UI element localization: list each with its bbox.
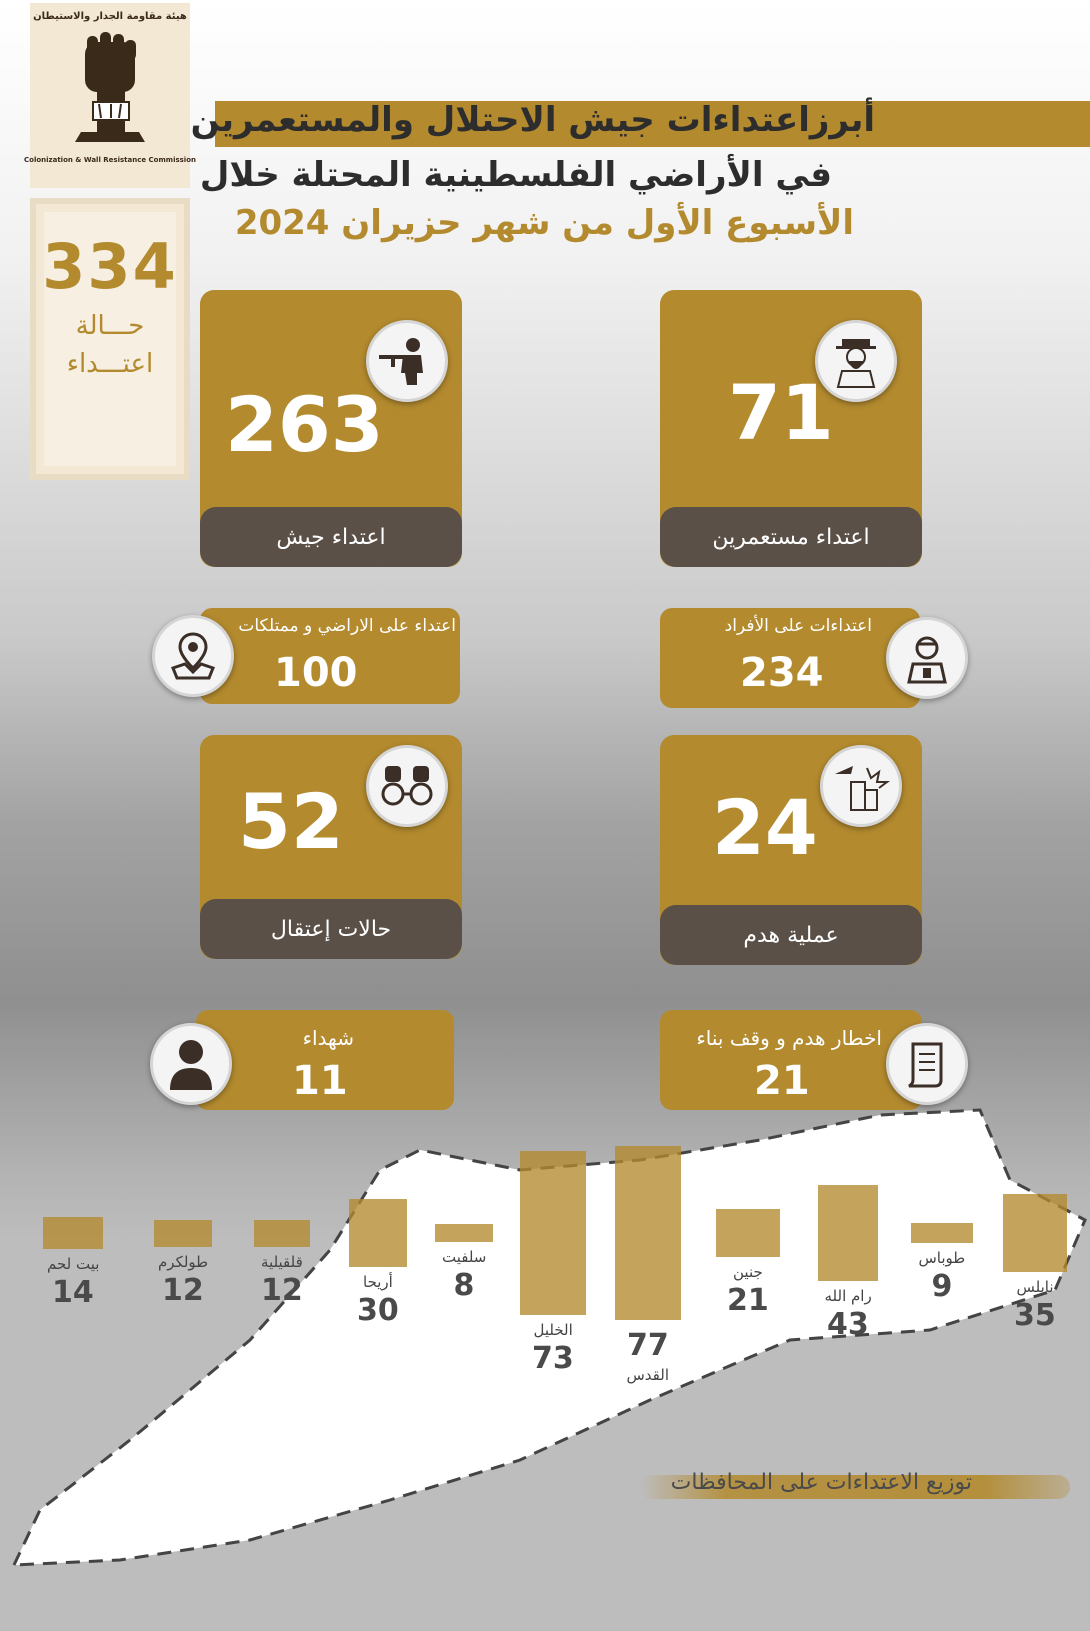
bar-2 xyxy=(254,1219,310,1247)
region-value-6: 77 xyxy=(627,1327,669,1363)
region-value-1: 12 xyxy=(162,1272,204,1308)
title-bar xyxy=(215,101,1090,147)
martyrs-card: شهداء 11 xyxy=(196,1010,454,1110)
region-value-0: 14 xyxy=(52,1274,94,1310)
injured-person-icon xyxy=(886,617,968,699)
total-label-line2: اعتـــداء xyxy=(66,349,154,379)
demolitions-label: عملية هدم xyxy=(660,905,922,965)
region-value-8: 43 xyxy=(827,1307,869,1343)
settlers-card: 71 اعتداء مستعمرين xyxy=(660,290,922,567)
arrests-label: حالات إعتقال xyxy=(200,899,462,959)
fist-icon xyxy=(75,32,145,142)
total-label-line1: حـــالة xyxy=(75,311,145,341)
region-label-9: طوباس xyxy=(918,1249,966,1268)
region-value-3: 30 xyxy=(357,1292,399,1328)
region-value-7: 21 xyxy=(727,1282,769,1318)
region-value-10: 35 xyxy=(1014,1298,1056,1334)
logo-arabic-name: هيئة مقاومة الجدار والاستيطان xyxy=(33,11,187,22)
soldier-icon xyxy=(366,320,448,402)
demolitions-value: 24 xyxy=(712,783,818,872)
notices-label: اخطار هدم و وقف بناء xyxy=(696,1026,882,1050)
army-label: اعتداء جيش xyxy=(200,507,462,567)
map-pin-icon xyxy=(152,615,234,697)
bar-4 xyxy=(435,1224,493,1242)
bar-8 xyxy=(818,1184,878,1282)
bar-0 xyxy=(43,1217,103,1249)
logo: هيئة مقاومة الجدار والاستيطان Colonizati… xyxy=(24,3,196,188)
land-value: 100 xyxy=(274,650,358,696)
region-label-2: قلقيلية xyxy=(261,1252,303,1271)
region-value-5: 73 xyxy=(532,1341,574,1377)
document-icon xyxy=(886,1023,968,1105)
region-label-7: جنين xyxy=(733,1262,763,1281)
bar-3 xyxy=(349,1199,407,1267)
region-label-3: أريحا xyxy=(363,1272,393,1291)
region-value-2: 12 xyxy=(261,1272,303,1308)
individuals-value: 234 xyxy=(740,650,824,696)
land-card: اعتداء على الاراضي و ممتلكات 100 xyxy=(200,608,460,704)
region-label-8: رام الله xyxy=(824,1287,872,1306)
logo-english-name: Colonization & Wall Resistance Commissio… xyxy=(24,156,196,164)
region-value-9: 9 xyxy=(931,1269,953,1305)
bar-6 xyxy=(615,1146,681,1320)
total-box: 334 حـــالة اعتـــداء xyxy=(30,198,190,480)
demolitions-card: 24 عملية هدم xyxy=(660,735,922,965)
demolition-icon xyxy=(820,745,902,827)
title-line2: في الأراضي الفلسطينية المحتلة خلال xyxy=(199,155,832,195)
land-label: اعتداء على الاراضي و ممتلكات xyxy=(238,616,456,636)
region-value-4: 8 xyxy=(453,1268,475,1303)
person-icon xyxy=(150,1023,232,1105)
bar-1 xyxy=(154,1219,212,1247)
handcuffs-icon xyxy=(366,745,448,827)
notices-value: 21 xyxy=(754,1058,810,1104)
region-label-4: سلفيت xyxy=(442,1248,487,1266)
distribution-title: توزيع الاعتداءات على المحافظات xyxy=(670,1470,972,1495)
bar-5 xyxy=(520,1150,586,1316)
region-label-10: نابلس xyxy=(1016,1278,1054,1297)
arrests-value: 52 xyxy=(238,777,344,866)
region-label-1: طولكرم xyxy=(158,1252,209,1271)
bar-10 xyxy=(1003,1193,1067,1273)
total-inner: 334 حـــالة اعتـــداء xyxy=(42,212,178,466)
martyrs-value: 11 xyxy=(292,1058,348,1104)
title-line1: أبرزاعتداءات جيش الاحتلال والمستعمرين xyxy=(190,100,875,140)
bar-9 xyxy=(911,1222,973,1244)
settlers-label: اعتداء مستعمرين xyxy=(660,507,922,567)
region-label-0: بيت لحم xyxy=(47,1254,100,1273)
settler-icon xyxy=(815,320,897,402)
martyrs-label: شهداء xyxy=(302,1026,354,1050)
army-value: 263 xyxy=(225,380,384,469)
region-label-6: القدس xyxy=(626,1365,670,1384)
individuals-card: اعتداءات على الأفراد 234 xyxy=(660,608,920,708)
distribution-title-stroke xyxy=(640,1475,1070,1499)
title-line3: الأسبوع الأول من شهر حزيران 2024 xyxy=(234,203,854,243)
total-value: 334 xyxy=(42,230,178,303)
bar-7 xyxy=(716,1209,780,1257)
notices-card: اخطار هدم و وقف بناء 21 xyxy=(660,1010,922,1110)
individuals-label: اعتداءات على الأفراد xyxy=(724,616,872,636)
region-label-5: الخليل xyxy=(533,1321,573,1340)
settlers-value: 71 xyxy=(728,368,834,457)
